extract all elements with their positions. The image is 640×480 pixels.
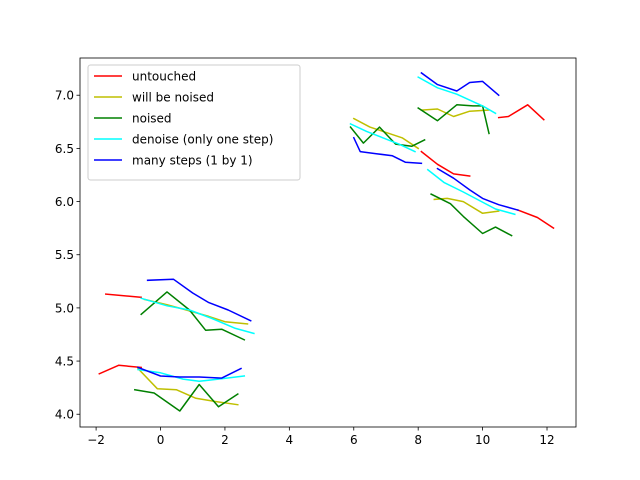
x-tick-label: 8	[414, 433, 422, 447]
x-tick-label: 10	[475, 433, 490, 447]
legend-label-1: will be noised	[132, 91, 214, 105]
series-1	[136, 108, 500, 406]
legend-label-0: untouched	[132, 70, 196, 84]
axes-frame	[79, 57, 577, 428]
legend-label-4: many steps (1 by 1)	[132, 154, 253, 168]
series-3-line-0	[137, 368, 246, 383]
series-0-line-2	[420, 150, 471, 177]
legend-label-2: noised	[132, 112, 172, 126]
x-tick-label: 6	[350, 433, 358, 447]
series-4-line-3	[436, 167, 519, 212]
x-tick-label: 2	[221, 433, 229, 447]
y-tick-label: 4.5	[55, 355, 74, 369]
series-3-line-1	[140, 297, 255, 335]
series-0-line-0	[98, 364, 143, 375]
series-4-line-0	[137, 366, 243, 379]
series-3	[137, 76, 516, 383]
legend: untouched will be noised noised denoise (on…	[87, 64, 301, 181]
series-2-line-2	[349, 126, 426, 148]
y-tick-label: 6.0	[55, 195, 74, 209]
series-4	[137, 71, 519, 379]
x-tick-label: −2	[87, 433, 105, 447]
y-tick-label: 5.5	[55, 248, 74, 262]
legend-box	[87, 64, 301, 181]
series-3-line-2	[349, 122, 416, 153]
series-0-line-1	[104, 293, 143, 299]
y-tick-label: 7.0	[55, 89, 74, 103]
y-tick-label: 5.0	[55, 301, 74, 315]
x-tick-label: 0	[157, 433, 165, 447]
series-0-line-4	[517, 209, 555, 230]
series-2-line-1	[140, 291, 246, 341]
legend-label-3: denoise (only one step)	[132, 133, 273, 147]
series-4-line-1	[146, 278, 252, 322]
series-1-line-2	[352, 117, 420, 150]
x-tick-label: 12	[539, 433, 554, 447]
series-4-line-4	[420, 71, 500, 97]
series-2-line-4	[417, 104, 490, 135]
series-2-line-3	[430, 193, 513, 237]
series-0-line-3	[497, 104, 545, 121]
y-tick-label: 6.5	[55, 142, 74, 156]
series-layer	[98, 71, 555, 412]
series-1-line-0	[136, 367, 239, 406]
series-4-line-2	[352, 136, 423, 165]
series-0	[98, 104, 555, 375]
x-tick-label: 4	[286, 433, 294, 447]
series-2-line-0	[133, 383, 239, 412]
series-3-line-4	[417, 76, 497, 115]
y-tick-label: 4.0	[55, 408, 74, 422]
series-1-line-4	[420, 108, 490, 118]
x-axis: −2 0 2 4 6 8 10 12	[87, 427, 555, 447]
series-2	[133, 104, 513, 412]
series-3-line-3	[426, 168, 516, 216]
series-1-line-3	[433, 197, 500, 215]
y-axis: 4.0 4.5 5.0 5.5 6.0 6.5 7.0	[55, 89, 80, 422]
